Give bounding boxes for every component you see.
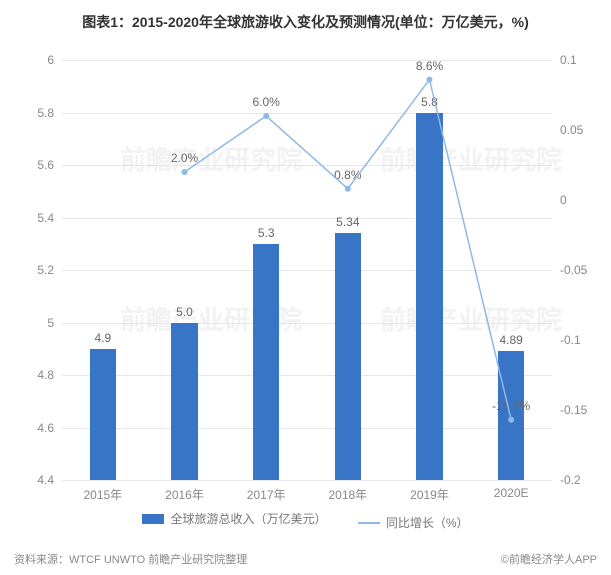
- legend-bar-label: 全球旅游总收入（万亿美元）: [170, 510, 326, 527]
- y-right-tick: 0.05: [560, 123, 583, 137]
- copyright-label: ©前瞻经济学人APP: [501, 551, 597, 567]
- legend-line-label: 同比增长（%）: [386, 514, 469, 531]
- line-marker: [182, 169, 188, 175]
- x-tick: 2015年: [83, 486, 122, 503]
- legend-item-bar: 全球旅游总收入（万亿美元）: [142, 510, 326, 527]
- footer: 资料来源：WTCF UNWTO 前瞻产业研究院整理 ©前瞻经济学人APP: [14, 551, 597, 567]
- x-tick: 2020E: [494, 486, 529, 500]
- y-left-tick: 5.8: [37, 106, 54, 120]
- legend-line-swatch: [358, 522, 380, 524]
- legend-item-line: 同比增长（%）: [358, 514, 469, 531]
- chart-title: 图表1：2015-2020年全球旅游收入变化及预测情况(单位：万亿美元，%): [0, 12, 611, 32]
- y-right-tick: -0.2: [560, 473, 581, 487]
- y-left-tick: 6: [47, 53, 54, 67]
- line-path: [185, 80, 512, 420]
- x-tick: 2017年: [247, 486, 286, 503]
- y-right-tick: 0: [560, 193, 567, 207]
- y-left-tick: 4.6: [37, 421, 54, 435]
- grid-line: [62, 480, 552, 481]
- y-left-tick: 5.2: [37, 263, 54, 277]
- x-tick: 2016年: [165, 486, 204, 503]
- x-tick: 2019年: [410, 486, 449, 503]
- chart-plot-area: 4.44.64.855.25.45.65.86-0.2-0.15-0.1-0.0…: [62, 60, 552, 480]
- y-left-tick: 4.8: [37, 368, 54, 382]
- line-marker: [508, 417, 514, 423]
- line-marker: [263, 113, 269, 119]
- y-right-tick: 0.1: [560, 53, 577, 67]
- y-left-tick: 5.6: [37, 158, 54, 172]
- legend: 全球旅游总收入（万亿美元） 同比增长（%）: [0, 510, 611, 531]
- y-right-tick: -0.15: [560, 403, 587, 417]
- line-marker: [427, 77, 433, 83]
- legend-bar-swatch: [142, 514, 164, 524]
- y-right-tick: -0.1: [560, 333, 581, 347]
- x-tick: 2018年: [328, 486, 367, 503]
- source-label: 资料来源：WTCF UNWTO 前瞻产业研究院整理: [14, 551, 247, 567]
- y-right-tick: -0.05: [560, 263, 587, 277]
- y-left-tick: 5.4: [37, 211, 54, 225]
- line-marker: [345, 186, 351, 192]
- y-left-tick: 5: [47, 316, 54, 330]
- y-left-tick: 4.4: [37, 473, 54, 487]
